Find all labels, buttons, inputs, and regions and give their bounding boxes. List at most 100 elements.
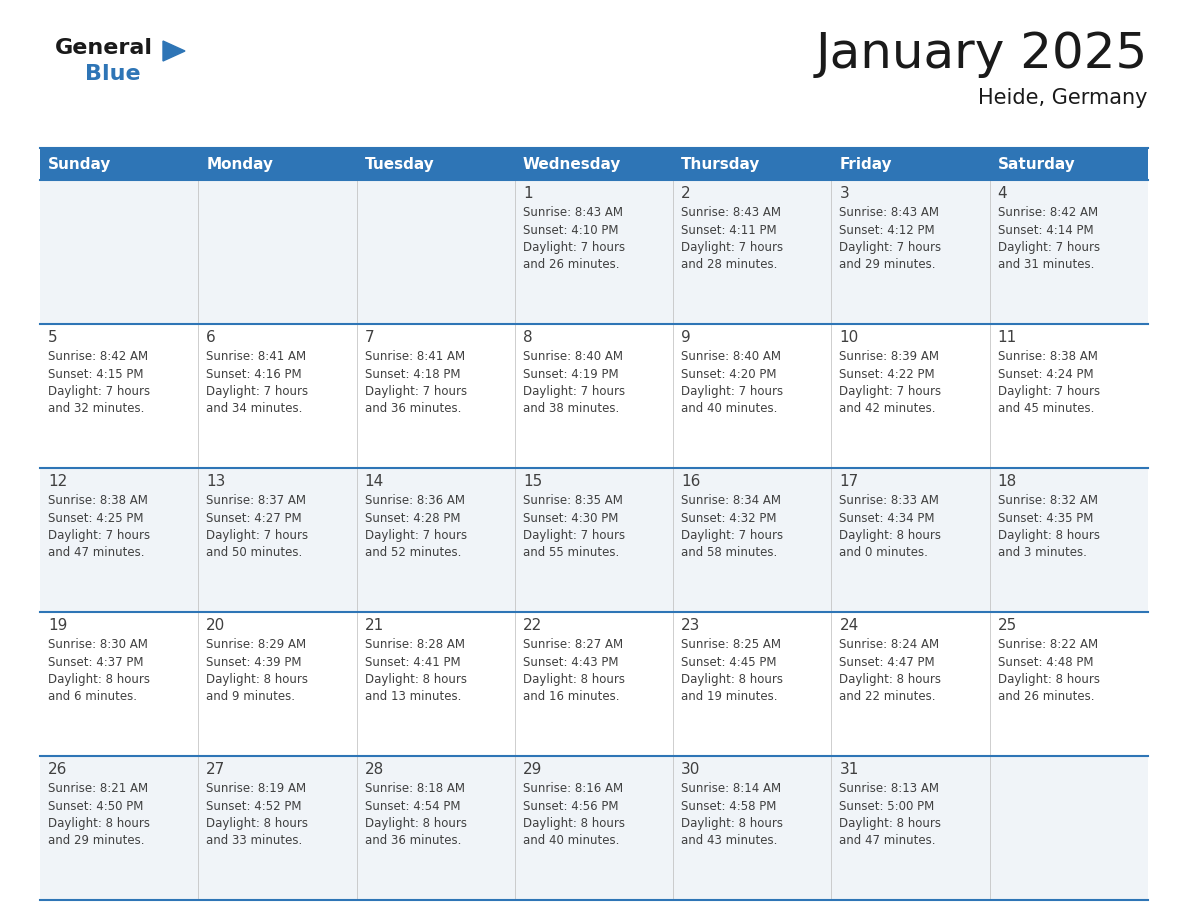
Bar — [40, 612, 198, 756]
Bar — [990, 612, 1148, 756]
Text: 13: 13 — [207, 474, 226, 489]
Text: General: General — [55, 38, 153, 58]
Text: Sunrise: 8:22 AM
Sunset: 4:48 PM
Daylight: 8 hours
and 26 minutes.: Sunrise: 8:22 AM Sunset: 4:48 PM Dayligh… — [998, 638, 1100, 703]
Text: Sunrise: 8:29 AM
Sunset: 4:39 PM
Daylight: 8 hours
and 9 minutes.: Sunrise: 8:29 AM Sunset: 4:39 PM Dayligh… — [207, 638, 308, 703]
Text: 11: 11 — [998, 330, 1017, 345]
Bar — [356, 612, 514, 756]
Bar — [356, 468, 514, 612]
Bar — [674, 180, 832, 324]
Bar — [198, 756, 356, 900]
Bar — [832, 324, 990, 468]
Text: 26: 26 — [48, 762, 68, 777]
Text: Sunrise: 8:32 AM
Sunset: 4:35 PM
Daylight: 8 hours
and 3 minutes.: Sunrise: 8:32 AM Sunset: 4:35 PM Dayligh… — [998, 494, 1100, 559]
Text: Sunrise: 8:25 AM
Sunset: 4:45 PM
Daylight: 8 hours
and 19 minutes.: Sunrise: 8:25 AM Sunset: 4:45 PM Dayligh… — [681, 638, 783, 703]
Text: Thursday: Thursday — [681, 156, 760, 172]
Text: 25: 25 — [998, 618, 1017, 633]
Text: Sunrise: 8:43 AM
Sunset: 4:12 PM
Daylight: 7 hours
and 29 minutes.: Sunrise: 8:43 AM Sunset: 4:12 PM Dayligh… — [840, 206, 942, 272]
Text: Friday: Friday — [840, 156, 892, 172]
Bar — [198, 468, 356, 612]
Text: 23: 23 — [681, 618, 701, 633]
Text: Sunrise: 8:30 AM
Sunset: 4:37 PM
Daylight: 8 hours
and 6 minutes.: Sunrise: 8:30 AM Sunset: 4:37 PM Dayligh… — [48, 638, 150, 703]
Bar — [40, 148, 198, 180]
Bar — [990, 756, 1148, 900]
Text: Heide, Germany: Heide, Germany — [979, 88, 1148, 108]
Text: Sunrise: 8:21 AM
Sunset: 4:50 PM
Daylight: 8 hours
and 29 minutes.: Sunrise: 8:21 AM Sunset: 4:50 PM Dayligh… — [48, 782, 150, 847]
Text: 31: 31 — [840, 762, 859, 777]
Text: Sunrise: 8:43 AM
Sunset: 4:11 PM
Daylight: 7 hours
and 28 minutes.: Sunrise: 8:43 AM Sunset: 4:11 PM Dayligh… — [681, 206, 783, 272]
Text: Tuesday: Tuesday — [365, 156, 435, 172]
Bar — [674, 324, 832, 468]
Bar — [832, 612, 990, 756]
Bar — [198, 612, 356, 756]
Bar — [356, 148, 514, 180]
Text: 9: 9 — [681, 330, 691, 345]
Text: Sunrise: 8:43 AM
Sunset: 4:10 PM
Daylight: 7 hours
and 26 minutes.: Sunrise: 8:43 AM Sunset: 4:10 PM Dayligh… — [523, 206, 625, 272]
Text: Wednesday: Wednesday — [523, 156, 621, 172]
Text: Sunrise: 8:38 AM
Sunset: 4:25 PM
Daylight: 7 hours
and 47 minutes.: Sunrise: 8:38 AM Sunset: 4:25 PM Dayligh… — [48, 494, 150, 559]
Text: Sunrise: 8:39 AM
Sunset: 4:22 PM
Daylight: 7 hours
and 42 minutes.: Sunrise: 8:39 AM Sunset: 4:22 PM Dayligh… — [840, 350, 942, 416]
Text: 1: 1 — [523, 186, 532, 201]
Text: 19: 19 — [48, 618, 68, 633]
Text: Sunrise: 8:28 AM
Sunset: 4:41 PM
Daylight: 8 hours
and 13 minutes.: Sunrise: 8:28 AM Sunset: 4:41 PM Dayligh… — [365, 638, 467, 703]
Bar — [514, 468, 674, 612]
Bar — [40, 468, 198, 612]
Text: 20: 20 — [207, 618, 226, 633]
Text: Sunrise: 8:24 AM
Sunset: 4:47 PM
Daylight: 8 hours
and 22 minutes.: Sunrise: 8:24 AM Sunset: 4:47 PM Dayligh… — [840, 638, 941, 703]
Bar — [356, 180, 514, 324]
Text: Sunday: Sunday — [48, 156, 112, 172]
Text: Sunrise: 8:41 AM
Sunset: 4:16 PM
Daylight: 7 hours
and 34 minutes.: Sunrise: 8:41 AM Sunset: 4:16 PM Dayligh… — [207, 350, 309, 416]
Bar — [514, 324, 674, 468]
Text: Monday: Monday — [207, 156, 273, 172]
Text: 6: 6 — [207, 330, 216, 345]
Text: Sunrise: 8:18 AM
Sunset: 4:54 PM
Daylight: 8 hours
and 36 minutes.: Sunrise: 8:18 AM Sunset: 4:54 PM Dayligh… — [365, 782, 467, 847]
Text: Sunrise: 8:38 AM
Sunset: 4:24 PM
Daylight: 7 hours
and 45 minutes.: Sunrise: 8:38 AM Sunset: 4:24 PM Dayligh… — [998, 350, 1100, 416]
Text: 21: 21 — [365, 618, 384, 633]
Bar — [514, 148, 674, 180]
Text: 7: 7 — [365, 330, 374, 345]
Text: Sunrise: 8:36 AM
Sunset: 4:28 PM
Daylight: 7 hours
and 52 minutes.: Sunrise: 8:36 AM Sunset: 4:28 PM Dayligh… — [365, 494, 467, 559]
Bar — [514, 180, 674, 324]
Text: Sunrise: 8:19 AM
Sunset: 4:52 PM
Daylight: 8 hours
and 33 minutes.: Sunrise: 8:19 AM Sunset: 4:52 PM Dayligh… — [207, 782, 308, 847]
Bar — [990, 324, 1148, 468]
Text: Sunrise: 8:42 AM
Sunset: 4:14 PM
Daylight: 7 hours
and 31 minutes.: Sunrise: 8:42 AM Sunset: 4:14 PM Dayligh… — [998, 206, 1100, 272]
Text: 27: 27 — [207, 762, 226, 777]
Text: Sunrise: 8:27 AM
Sunset: 4:43 PM
Daylight: 8 hours
and 16 minutes.: Sunrise: 8:27 AM Sunset: 4:43 PM Dayligh… — [523, 638, 625, 703]
Text: Saturday: Saturday — [998, 156, 1075, 172]
Bar — [674, 756, 832, 900]
Bar — [674, 612, 832, 756]
Text: Sunrise: 8:16 AM
Sunset: 4:56 PM
Daylight: 8 hours
and 40 minutes.: Sunrise: 8:16 AM Sunset: 4:56 PM Dayligh… — [523, 782, 625, 847]
Text: Sunrise: 8:14 AM
Sunset: 4:58 PM
Daylight: 8 hours
and 43 minutes.: Sunrise: 8:14 AM Sunset: 4:58 PM Dayligh… — [681, 782, 783, 847]
Text: 10: 10 — [840, 330, 859, 345]
Text: 17: 17 — [840, 474, 859, 489]
Text: 12: 12 — [48, 474, 68, 489]
Text: 16: 16 — [681, 474, 701, 489]
Bar — [674, 148, 832, 180]
Bar — [198, 324, 356, 468]
Text: Sunrise: 8:40 AM
Sunset: 4:19 PM
Daylight: 7 hours
and 38 minutes.: Sunrise: 8:40 AM Sunset: 4:19 PM Dayligh… — [523, 350, 625, 416]
Polygon shape — [163, 41, 185, 61]
Bar — [674, 468, 832, 612]
Bar — [832, 468, 990, 612]
Text: Blue: Blue — [86, 64, 140, 84]
Text: Sunrise: 8:40 AM
Sunset: 4:20 PM
Daylight: 7 hours
and 40 minutes.: Sunrise: 8:40 AM Sunset: 4:20 PM Dayligh… — [681, 350, 783, 416]
Bar — [832, 756, 990, 900]
Text: 3: 3 — [840, 186, 849, 201]
Bar — [198, 180, 356, 324]
Bar — [990, 180, 1148, 324]
Bar — [832, 180, 990, 324]
Bar — [514, 756, 674, 900]
Text: 30: 30 — [681, 762, 701, 777]
Text: Sunrise: 8:35 AM
Sunset: 4:30 PM
Daylight: 7 hours
and 55 minutes.: Sunrise: 8:35 AM Sunset: 4:30 PM Dayligh… — [523, 494, 625, 559]
Text: Sunrise: 8:34 AM
Sunset: 4:32 PM
Daylight: 7 hours
and 58 minutes.: Sunrise: 8:34 AM Sunset: 4:32 PM Dayligh… — [681, 494, 783, 559]
Text: Sunrise: 8:42 AM
Sunset: 4:15 PM
Daylight: 7 hours
and 32 minutes.: Sunrise: 8:42 AM Sunset: 4:15 PM Dayligh… — [48, 350, 150, 416]
Text: 28: 28 — [365, 762, 384, 777]
Bar — [40, 756, 198, 900]
Bar — [832, 148, 990, 180]
Bar — [198, 148, 356, 180]
Bar — [990, 468, 1148, 612]
Text: January 2025: January 2025 — [816, 30, 1148, 78]
Text: Sunrise: 8:13 AM
Sunset: 5:00 PM
Daylight: 8 hours
and 47 minutes.: Sunrise: 8:13 AM Sunset: 5:00 PM Dayligh… — [840, 782, 941, 847]
Text: Sunrise: 8:33 AM
Sunset: 4:34 PM
Daylight: 8 hours
and 0 minutes.: Sunrise: 8:33 AM Sunset: 4:34 PM Dayligh… — [840, 494, 941, 559]
Text: 14: 14 — [365, 474, 384, 489]
Bar — [356, 756, 514, 900]
